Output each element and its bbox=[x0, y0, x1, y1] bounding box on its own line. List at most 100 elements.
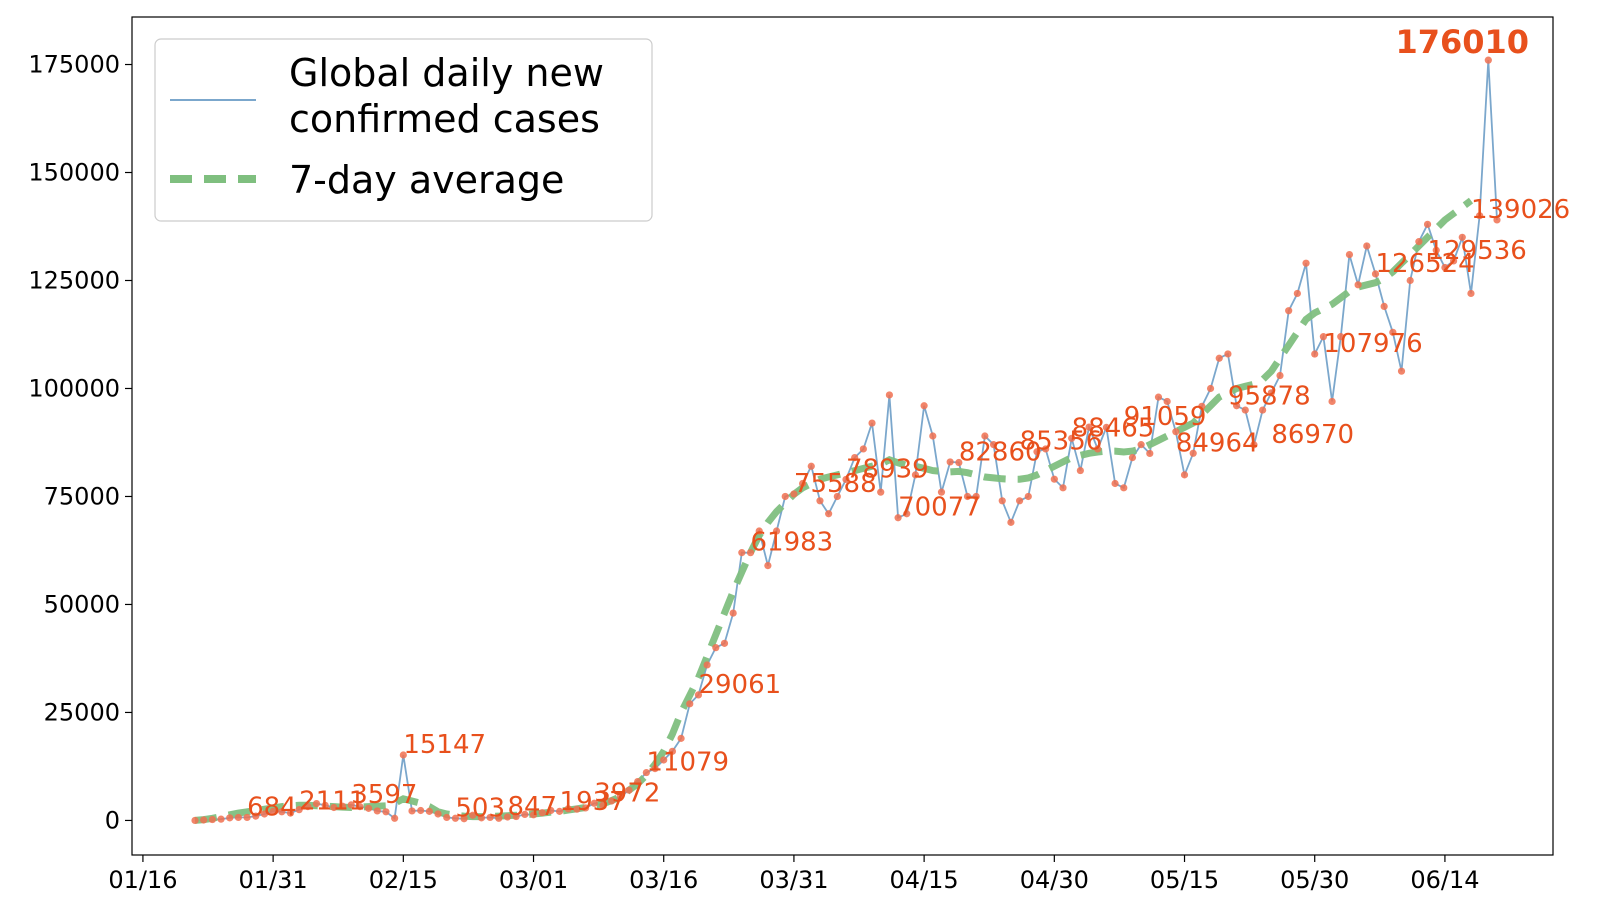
data-point bbox=[547, 806, 555, 815]
data-point bbox=[521, 810, 529, 818]
data-point bbox=[295, 806, 303, 814]
data-point bbox=[911, 471, 920, 479]
legend-label-daily-line1: Global daily new confirmed cases bbox=[289, 51, 604, 141]
data-point bbox=[1432, 246, 1440, 254]
data-point bbox=[1068, 434, 1076, 442]
data-point bbox=[582, 804, 590, 812]
data-point bbox=[989, 441, 998, 449]
x-tick-label: 06/14 bbox=[1410, 866, 1479, 894]
data-point bbox=[729, 609, 737, 617]
data-point bbox=[1450, 257, 1458, 265]
data-point bbox=[634, 777, 642, 786]
data-point bbox=[1050, 475, 1058, 483]
data-point bbox=[234, 813, 242, 822]
data-point bbox=[868, 419, 876, 427]
data-point bbox=[1007, 518, 1015, 526]
data-point bbox=[451, 814, 459, 822]
data-point bbox=[1146, 449, 1154, 458]
data-point bbox=[1397, 367, 1406, 375]
data-point bbox=[1128, 453, 1137, 462]
data-point bbox=[851, 453, 859, 462]
data-point bbox=[1467, 289, 1475, 298]
data-point bbox=[694, 691, 703, 699]
data-label: 91059 bbox=[1124, 402, 1207, 432]
data-point bbox=[417, 806, 425, 815]
y-tick-label: 25000 bbox=[44, 698, 120, 726]
data-point bbox=[1172, 428, 1180, 436]
data-point bbox=[226, 814, 234, 822]
data-point bbox=[790, 490, 798, 498]
data-point bbox=[937, 488, 946, 496]
data-point bbox=[330, 803, 338, 812]
plot-frame bbox=[131, 16, 1554, 856]
data-point bbox=[825, 510, 833, 518]
data-point bbox=[1163, 397, 1171, 406]
data-point bbox=[1337, 333, 1345, 341]
data-label: 684 bbox=[247, 792, 297, 822]
data-point bbox=[1085, 423, 1093, 431]
data-point bbox=[920, 402, 928, 410]
data-point bbox=[1276, 371, 1284, 380]
data-point bbox=[217, 815, 225, 823]
data-point bbox=[260, 810, 269, 818]
data-point bbox=[781, 492, 789, 501]
data-point bbox=[1493, 216, 1501, 224]
data-point bbox=[312, 799, 321, 808]
data-label: 82860 bbox=[959, 438, 1042, 468]
data-point bbox=[399, 751, 407, 759]
data-point bbox=[963, 492, 972, 501]
data-point bbox=[877, 488, 885, 496]
data-point bbox=[1250, 441, 1258, 449]
data-point bbox=[625, 786, 633, 794]
data-label: 847 bbox=[507, 792, 557, 822]
data-label: 95878 bbox=[1228, 381, 1311, 411]
y-axis: 0 25000 50000 75000 100000 125000 150000 175000 bbox=[28, 51, 132, 834]
data-point bbox=[764, 561, 772, 570]
data-point bbox=[1033, 448, 1041, 456]
data-point bbox=[1302, 259, 1310, 267]
data-point bbox=[772, 527, 781, 535]
data-point bbox=[677, 734, 685, 742]
data-point bbox=[1024, 492, 1032, 501]
data-point bbox=[703, 661, 711, 669]
data-point bbox=[1484, 56, 1492, 64]
data-label: 84964 bbox=[1176, 428, 1259, 458]
data-point bbox=[1137, 441, 1145, 449]
data-point bbox=[1180, 471, 1189, 479]
data-point bbox=[1154, 393, 1163, 401]
data-point bbox=[955, 458, 963, 467]
data-point bbox=[1406, 276, 1414, 285]
data-point bbox=[495, 814, 503, 822]
data-point bbox=[1042, 445, 1050, 453]
y-tick-label: 125000 bbox=[28, 266, 120, 294]
data-point bbox=[391, 814, 399, 822]
y-tick-label: 50000 bbox=[44, 590, 120, 618]
data-point bbox=[269, 807, 277, 815]
data-point bbox=[1259, 406, 1267, 414]
data-point bbox=[816, 497, 824, 505]
data-point bbox=[486, 813, 494, 822]
data-point bbox=[1319, 333, 1327, 341]
data-point bbox=[356, 803, 364, 811]
x-tick-label: 03/16 bbox=[629, 866, 698, 894]
data-point bbox=[599, 801, 607, 809]
x-tick-label: 05/30 bbox=[1280, 866, 1349, 894]
data-point bbox=[929, 432, 937, 440]
data-label: 78939 bbox=[846, 454, 929, 484]
data-point bbox=[1354, 281, 1362, 289]
data-point bbox=[1198, 402, 1206, 410]
data-point bbox=[1016, 497, 1024, 505]
data-point bbox=[200, 816, 208, 824]
data-point bbox=[555, 807, 564, 815]
data-point bbox=[503, 813, 512, 821]
data-point bbox=[252, 812, 260, 820]
data-point bbox=[529, 811, 538, 819]
data-point bbox=[1224, 350, 1232, 358]
data-point bbox=[191, 816, 199, 825]
data-label: 75588 bbox=[794, 469, 877, 499]
data-label: 1937 bbox=[560, 787, 626, 817]
data-point bbox=[1328, 397, 1336, 406]
data-point bbox=[998, 497, 1006, 505]
